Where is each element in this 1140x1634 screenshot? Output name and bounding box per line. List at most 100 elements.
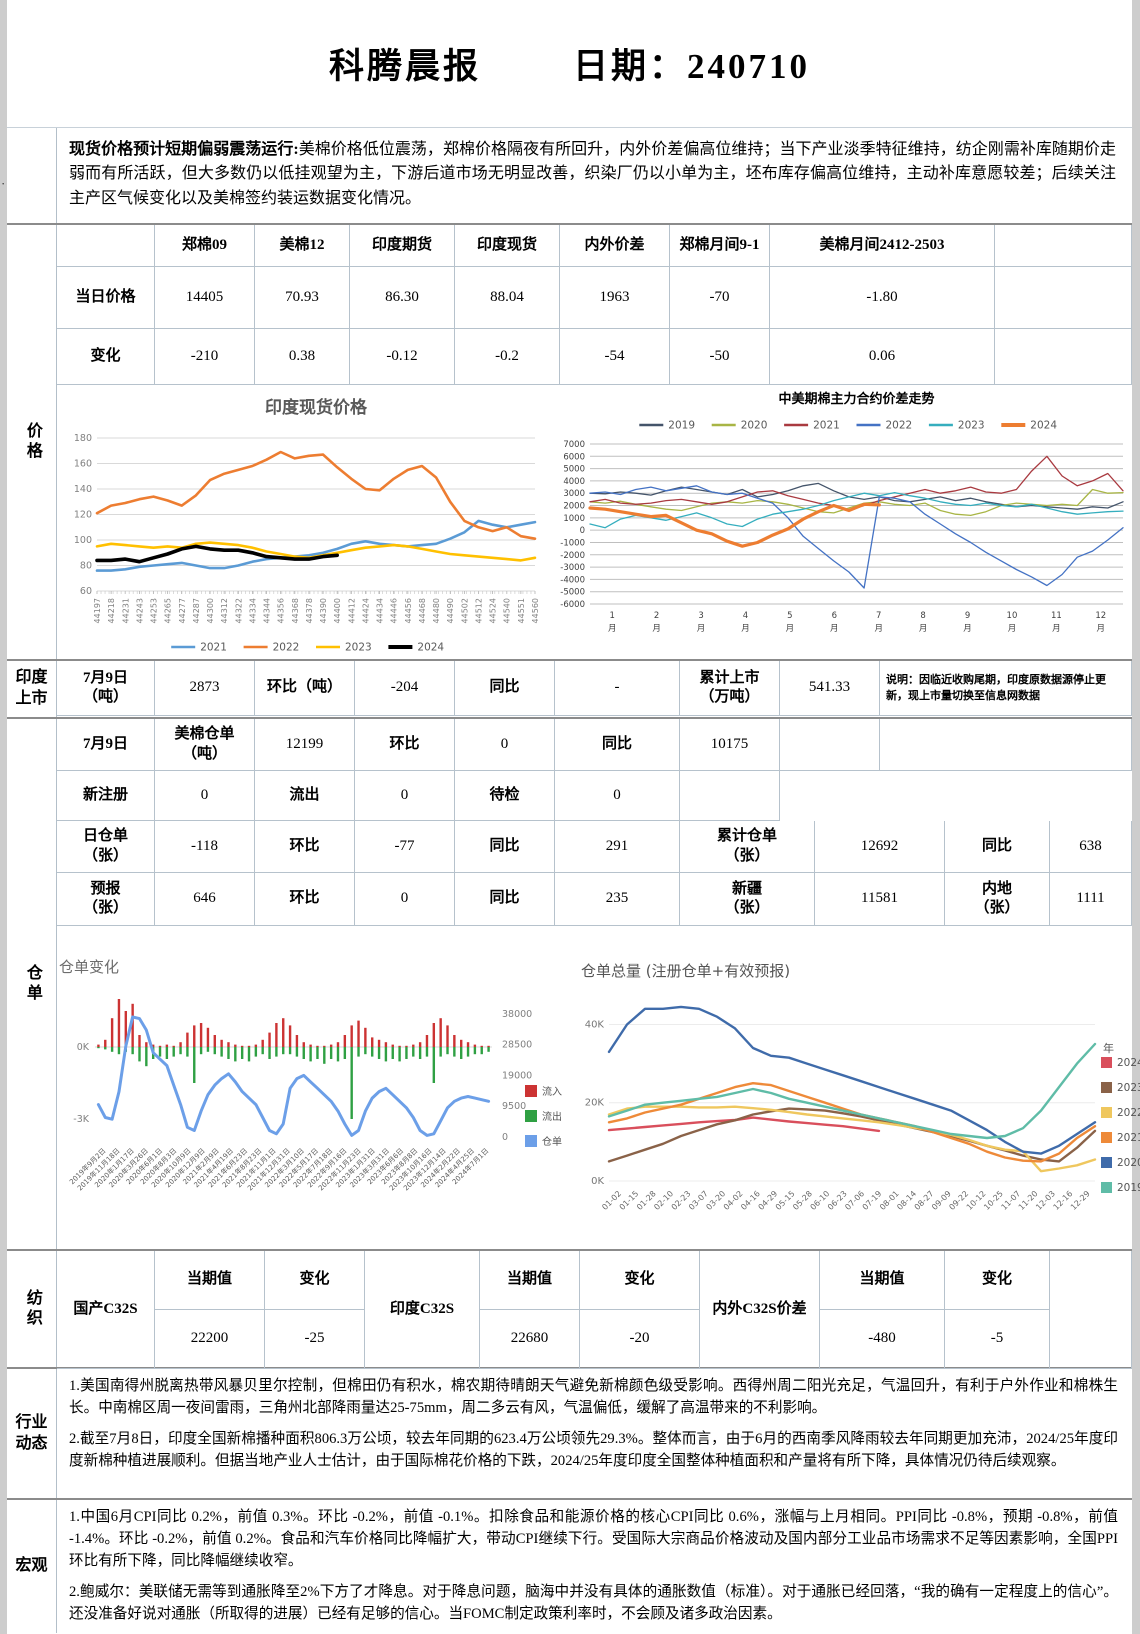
wh-cell: 0 bbox=[455, 719, 555, 771]
svg-text:44300: 44300 bbox=[206, 598, 215, 623]
wh-cell: 同比 bbox=[455, 821, 555, 873]
section-label-warehouse: 仓单 bbox=[7, 719, 57, 1249]
summary-gutter bbox=[7, 128, 57, 223]
wh-cell: 0 bbox=[355, 873, 455, 926]
wh-cell: -77 bbox=[355, 821, 455, 873]
svg-text:44390: 44390 bbox=[319, 598, 328, 623]
svg-text:仓单变化: 仓单变化 bbox=[59, 958, 119, 976]
wh-cell: 流出 bbox=[255, 771, 355, 821]
section-label-industry: 行业 动态 bbox=[7, 1369, 57, 1498]
price-value: -70 bbox=[670, 267, 770, 329]
svg-text:44334: 44334 bbox=[248, 598, 257, 623]
svg-text:月: 月 bbox=[919, 624, 928, 634]
textile-value: -25 bbox=[265, 1310, 365, 1369]
svg-text:流出: 流出 bbox=[542, 1110, 562, 1123]
india-label: 同比 bbox=[455, 661, 555, 716]
wh-filler bbox=[780, 719, 880, 771]
price-section: 价格 郑棉09 美棉12 印度期货 印度现货 内外价差 郑棉月间9-1 美棉月间… bbox=[7, 223, 1132, 659]
textile-value: -5 bbox=[945, 1310, 1050, 1369]
india-value: -204 bbox=[355, 661, 455, 716]
india-label: 环比（吨） bbox=[255, 661, 355, 716]
price-filler-cell bbox=[995, 225, 1132, 267]
svg-text:1: 1 bbox=[609, 611, 614, 621]
macro-paragraph-2: 2.鲍威尔：美联储无需等到通胀降至2%下方了才降息。对于降息问题，脑海中并没有具… bbox=[69, 1583, 1118, 1622]
wh-cell: 同比 bbox=[555, 719, 680, 771]
svg-text:2020: 2020 bbox=[1117, 1157, 1140, 1169]
svg-text:44456: 44456 bbox=[404, 598, 413, 623]
svg-text:2000: 2000 bbox=[563, 502, 585, 512]
svg-text:7000: 7000 bbox=[563, 440, 585, 450]
svg-text:44277: 44277 bbox=[178, 598, 187, 623]
svg-text:2024: 2024 bbox=[1117, 1057, 1140, 1069]
svg-text:44368: 44368 bbox=[291, 598, 300, 623]
india-value: 2873 bbox=[155, 661, 255, 716]
textile-header: 变化 bbox=[265, 1251, 365, 1310]
svg-text:1000: 1000 bbox=[563, 514, 585, 524]
svg-text:2: 2 bbox=[654, 611, 659, 621]
svg-text:2019: 2019 bbox=[1117, 1182, 1140, 1194]
cn-us-futures-spread-chart: -6000 -5000 -4000 -3000 -2000 -1000 0 1000 2000 3… bbox=[545, 385, 1132, 661]
svg-text:-3000: -3000 bbox=[560, 563, 585, 573]
svg-text:月: 月 bbox=[1097, 624, 1106, 634]
svg-text:100: 100 bbox=[74, 535, 92, 546]
svg-text:120: 120 bbox=[74, 510, 92, 521]
svg-text:44412: 44412 bbox=[347, 598, 356, 623]
wh-cell: 0 bbox=[555, 771, 680, 821]
summary-paragraph: 现货价格预计短期偏弱震荡运行:美棉价格低位震荡，郑棉价格隔夜有所回升，内外价差偏… bbox=[57, 128, 1132, 223]
section-label-macro: 宏观 bbox=[7, 1500, 57, 1633]
svg-text:44446: 44446 bbox=[390, 598, 399, 623]
wh-cell: 10175 bbox=[680, 719, 780, 771]
svg-text:20K: 20K bbox=[585, 1098, 605, 1109]
price-value: 1963 bbox=[560, 267, 670, 329]
svg-text:2024: 2024 bbox=[1030, 420, 1057, 432]
svg-text:月: 月 bbox=[963, 624, 972, 634]
svg-text:-1000: -1000 bbox=[560, 538, 585, 548]
warehouse-table-zce: 日仓单 （张） -118 环比 -77 同比 291 累计仓单 （张） 1269… bbox=[57, 821, 1132, 926]
macro-paragraph-1: 1.中国6月CPI同比 0.2%，前值 0.3%。环比 -0.2%，前值 -0.… bbox=[69, 1509, 1118, 1569]
svg-text:44524: 44524 bbox=[489, 598, 498, 623]
svg-text:月: 月 bbox=[830, 624, 839, 634]
report-header: 科腾晨报 日期：240710 bbox=[7, 0, 1132, 128]
svg-text:月: 月 bbox=[1008, 624, 1017, 634]
svg-text:2022: 2022 bbox=[273, 642, 300, 654]
svg-text:2019: 2019 bbox=[668, 420, 695, 432]
svg-text:2021: 2021 bbox=[200, 642, 227, 654]
svg-text:月: 月 bbox=[697, 624, 706, 634]
section-label-india: 印度 上市 bbox=[7, 661, 57, 717]
wh-cell: 235 bbox=[555, 873, 680, 926]
svg-text:44540: 44540 bbox=[503, 598, 512, 623]
wh-cell: 646 bbox=[155, 873, 255, 926]
svg-text:月: 月 bbox=[874, 624, 883, 634]
svg-text:2022: 2022 bbox=[886, 420, 913, 432]
svg-text:44243: 44243 bbox=[135, 598, 144, 623]
margin-dot: · bbox=[1, 176, 6, 191]
svg-text:44253: 44253 bbox=[150, 598, 159, 623]
india-listing-section: 印度 上市 7月9日 （吨） 2873 环比（吨） -204 同比 - 累计上市… bbox=[7, 659, 1132, 717]
svg-text:44378: 44378 bbox=[305, 598, 314, 623]
svg-text:44551: 44551 bbox=[517, 598, 526, 623]
price-filler-cell bbox=[995, 329, 1132, 385]
wh-cell: 环比 bbox=[255, 873, 355, 926]
wh-cell: 美棉仓单 （吨） bbox=[155, 719, 255, 771]
price-col-header: 印度期货 bbox=[350, 225, 455, 267]
textile-header: 当期值 bbox=[820, 1251, 945, 1310]
price-value: -0.12 bbox=[350, 329, 455, 385]
price-value: 86.30 bbox=[350, 267, 455, 329]
wh-cell: 1111 bbox=[1050, 873, 1132, 926]
svg-text:160: 160 bbox=[74, 459, 92, 470]
svg-text:-2000: -2000 bbox=[560, 551, 585, 561]
industry-section: 行业 动态 1.美国南得州脱离热带风暴贝里尔控制，但棉田仍有积水，棉农期待晴朗天… bbox=[7, 1367, 1132, 1498]
svg-text:仓单: 仓单 bbox=[542, 1135, 562, 1148]
section-label-price: 价格 bbox=[7, 225, 57, 659]
report-title: 科腾晨报 bbox=[328, 47, 481, 86]
price-col-header: 郑棉月间9-1 bbox=[670, 225, 770, 267]
india-note: 说明：因临近收购尾期，印度原数据源停止更新，现上市量切换至信息网数据 bbox=[880, 661, 1132, 716]
svg-text:月: 月 bbox=[741, 624, 750, 634]
svg-text:4000: 4000 bbox=[563, 477, 585, 487]
price-value: 88.04 bbox=[455, 267, 560, 329]
svg-text:44231: 44231 bbox=[121, 598, 130, 623]
svg-text:年: 年 bbox=[1103, 1041, 1114, 1055]
wh-cell: 11581 bbox=[815, 873, 945, 926]
svg-text:44218: 44218 bbox=[107, 598, 116, 623]
textile-table: 国产C32S 当期值 变化 印度C32S 当期值 变化 内外C32S价差 当期值… bbox=[57, 1251, 1132, 1369]
